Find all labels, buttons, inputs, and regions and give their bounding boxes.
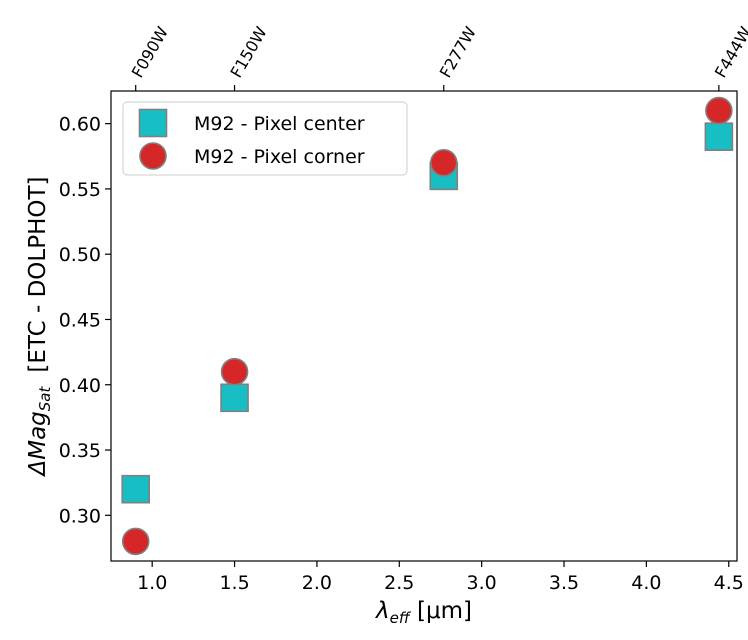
- y-tick-label: 0.55: [59, 179, 101, 201]
- y-axis-label-suffix: [ETC - DOLPHOT]: [25, 177, 51, 373]
- pixel-center-point: [704, 122, 734, 151]
- y-tick-label: 0.40: [59, 375, 101, 397]
- top-filter-label: F277W: [436, 23, 480, 81]
- legend-label-pixel-center: M92 - Pixel center: [194, 113, 365, 135]
- x-tick-label: 4.5: [714, 572, 744, 594]
- top-filter-label: F444W: [711, 23, 748, 81]
- x-tick-label: 2.5: [384, 572, 414, 594]
- x-axis-ticks: 1.0 1.5 2.0 2.5 3.0 3.5 4.0 4.5: [137, 561, 744, 594]
- legend-box: [122, 101, 408, 176]
- y-tick-label: 0.45: [59, 309, 101, 331]
- x-axis-label: λeff [μm]: [374, 598, 472, 627]
- pixel-center-point: [220, 383, 249, 413]
- x-tick-label: 4.0: [631, 572, 661, 594]
- pixel-corner-point: [220, 357, 249, 386]
- data-markers: [121, 96, 734, 556]
- x-axis-label-symbol: λ: [374, 598, 390, 624]
- legend-label-pixel-corner: M92 - Pixel corner: [194, 146, 365, 168]
- x-axis-label-unit: [μm]: [410, 598, 472, 624]
- x-axis-label-subscript: eff: [390, 609, 412, 627]
- pixel-center-point: [121, 474, 151, 504]
- top-filter-label: F150W: [227, 23, 271, 81]
- plot-frame: [110, 90, 738, 562]
- legend: M92 - Pixel center M92 - Pixel corner: [122, 101, 408, 176]
- legend-square-marker: [138, 108, 168, 138]
- legend-markers: [138, 108, 168, 170]
- x-tick-label: 3.5: [549, 572, 579, 594]
- pixel-corner-point: [429, 149, 458, 177]
- y-tick-label: 0.60: [59, 114, 101, 136]
- y-axis-label: ΔMagSat [ETC - DOLPHOT]: [25, 177, 54, 478]
- y-tick-label: 0.35: [59, 440, 101, 462]
- y-tick-label: 0.50: [59, 244, 101, 266]
- pixel-corner-point: [705, 96, 733, 125]
- pixel-corner-point: [121, 527, 150, 556]
- x-tick-label: 2.0: [302, 572, 332, 594]
- x-tick-label: 1.5: [219, 572, 249, 594]
- top-axis-ticks: F090W F150W F277W F444W: [128, 23, 748, 91]
- y-axis-ticks: 0.30 0.35 0.40 0.45 0.50 0.55 0.60: [59, 114, 111, 527]
- legend-circle-marker: [139, 142, 167, 170]
- y-tick-label: 0.30: [59, 505, 101, 527]
- top-filter-label: F090W: [128, 23, 172, 81]
- x-tick-label: 3.0: [467, 572, 497, 594]
- x-tick-label: 1.0: [137, 572, 167, 594]
- y-axis-label-prefix: ΔMag: [25, 411, 51, 477]
- y-axis-label-subscript: Sat: [36, 386, 54, 412]
